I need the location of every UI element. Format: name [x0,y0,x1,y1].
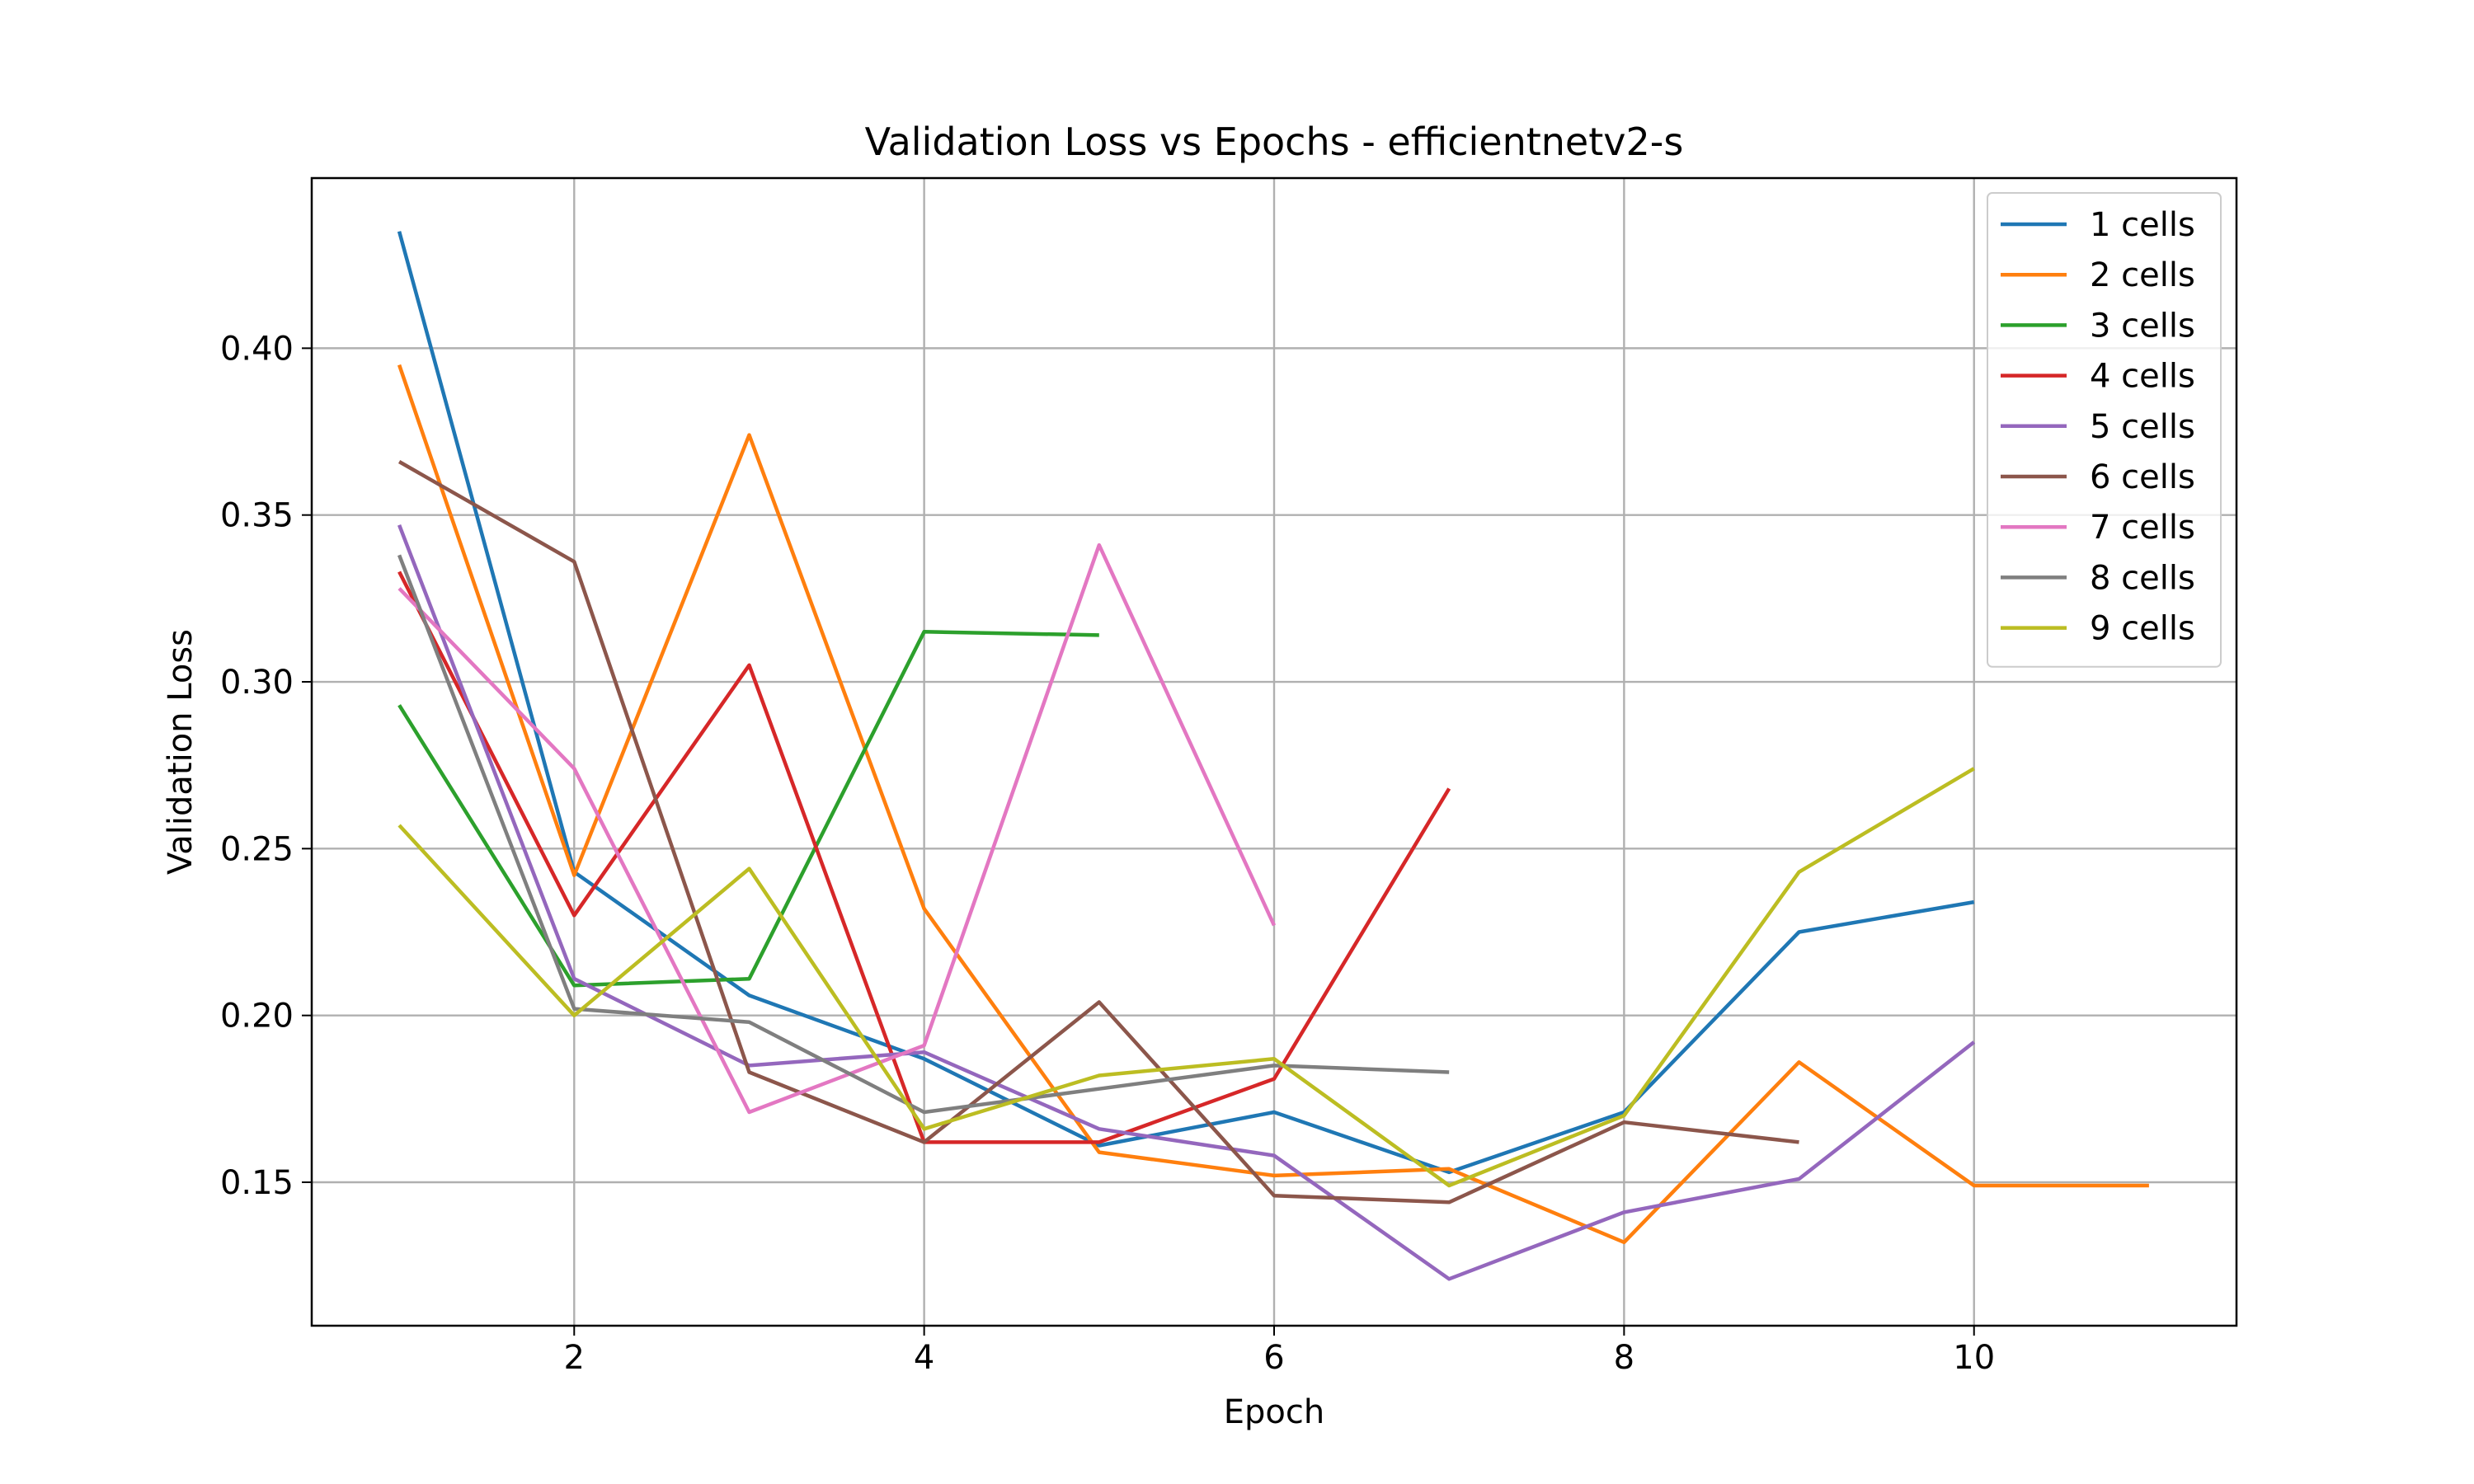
y-tick-label: 0.30 [220,664,294,702]
x-axis-ticks: 2 4 6 8 10 [564,1326,1995,1377]
y-tick-label: 0.25 [220,830,294,868]
series-line-1 [397,231,1975,1175]
series-line-8 [397,554,1450,1115]
x-axis-label: Epoch [1224,1393,1324,1431]
legend-label: 7 cells [2090,509,2195,547]
x-tick-label: 6 [1263,1339,1284,1377]
x-tick-label: 2 [564,1339,585,1377]
grid-lines [312,178,2236,1326]
legend-label: 6 cells [2090,458,2195,496]
y-tick-label: 0.40 [220,330,294,368]
legend-box [1987,192,2222,668]
series-line-7 [397,542,1277,1115]
legend-label: 2 cells [2090,256,2195,294]
x-tick-label: 10 [1953,1339,1995,1377]
series-line-5 [397,524,1976,1281]
series-line-2 [397,364,2149,1245]
legend: 1 cells 2 cells 3 cells 4 cells 5 cells 6 cel… [1987,192,2222,668]
legend-label: 8 cells [2090,559,2195,597]
x-tick-label: 4 [914,1339,934,1377]
series-line-6 [397,460,1799,1205]
y-tick-label: 0.35 [220,497,294,535]
legend-label: 5 cells [2090,408,2195,446]
y-axis-ticks: 0.15 0.20 0.25 0.30 0.35 0.40 [220,330,312,1202]
y-tick-label: 0.20 [220,998,294,1036]
legend-label: 1 cells [2090,206,2195,244]
y-tick-label: 0.15 [220,1164,294,1202]
legend-label: 4 cells [2090,358,2195,396]
legend-label: 9 cells [2090,610,2195,648]
chart-title: Validation Loss vs Epochs - efficientnet… [865,120,1684,164]
y-axis-label: Validation Loss [162,629,200,875]
x-tick-label: 8 [1614,1339,1634,1377]
series-lines [397,231,2149,1281]
series-line-9 [397,767,1975,1188]
series-line-3 [397,630,1099,988]
legend-label: 3 cells [2090,307,2195,345]
